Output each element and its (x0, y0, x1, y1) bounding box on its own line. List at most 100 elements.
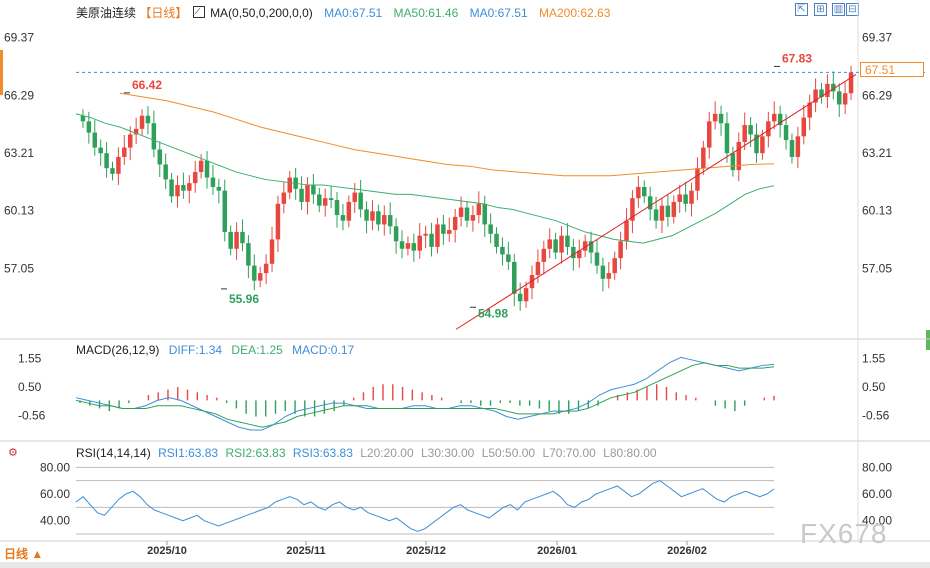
candle-body (665, 205, 671, 217)
candle-body (600, 265, 606, 279)
candle-body (760, 136, 765, 154)
candle-body (777, 113, 783, 126)
candle-body (447, 230, 452, 234)
candle-body (452, 216, 458, 231)
candle-body (482, 203, 487, 225)
pane-resize-handle[interactable] (926, 330, 930, 350)
extreme-price-label: 54.98 (478, 306, 508, 320)
candle-body (724, 123, 730, 154)
macd-name[interactable]: MACD(26,12,9) (76, 343, 160, 357)
candle-body (577, 250, 582, 259)
candle-body (86, 121, 92, 133)
candle-body (299, 188, 304, 202)
candle-body (807, 102, 812, 118)
ma200-value: MA200:62.63 (538, 6, 611, 20)
bottom-toolbar[interactable] (0, 562, 930, 568)
expand-icon[interactable]: ⇱ (795, 3, 808, 16)
candle-body (311, 185, 316, 195)
extreme-price-label: 55.96 (229, 292, 259, 306)
candle-body (358, 192, 363, 210)
candle-body (730, 153, 736, 171)
macd-header: MACD(26,12,9) DIFF:1.34 DEA:1.25 MACD:0.… (76, 343, 354, 357)
main-chart-header: 美原油连续 【日线】 ⟋ MA(0,50,0,200,0,0) MA0:67.5… (76, 4, 610, 21)
candle-body (659, 205, 665, 221)
candle-body (553, 239, 558, 253)
rsi-tick-right: 60.00 (862, 487, 892, 501)
y-tick-label-left: 60.13 (4, 204, 34, 218)
candle-body (122, 147, 127, 157)
candle-body (506, 254, 511, 262)
candle-body (411, 243, 417, 251)
candle-body (588, 241, 594, 253)
rsi1-value: RSI1:63.83 (158, 446, 219, 460)
candle-body (547, 239, 552, 249)
candle-body (801, 117, 807, 137)
candle-body (157, 149, 163, 165)
candle-body (317, 194, 322, 206)
candle-body (476, 203, 482, 216)
ma0-value-a: MA0:67.51 (324, 6, 383, 20)
x-tick-label: 2025/12 (406, 545, 446, 557)
candle-body (606, 273, 612, 279)
candle-body (647, 196, 653, 210)
price-range-marker (0, 50, 3, 95)
candle-body (541, 248, 547, 262)
fit-icon[interactable]: ⊞ (814, 3, 827, 16)
candle-body (116, 156, 121, 174)
rsi2-value: RSI2:63.83 (225, 446, 286, 460)
ma200-line (119, 92, 775, 177)
candle-body (612, 258, 617, 274)
candle-body (677, 194, 682, 202)
candle-body (742, 125, 747, 142)
candle-body (429, 233, 434, 247)
candle-body (98, 147, 103, 154)
candle-body (405, 243, 411, 249)
candle-body (517, 293, 523, 302)
period-switch-button[interactable]: 日线 ▲ (4, 547, 44, 561)
candle-body (842, 93, 848, 105)
rsi-tick-left: 40.00 (40, 514, 70, 528)
candle-body (441, 224, 446, 234)
candle-body (529, 275, 535, 289)
y-tick-label-right: 60.13 (862, 204, 892, 218)
candle-body (748, 125, 753, 135)
indicator-settings-icon[interactable]: ⟋ (192, 6, 205, 18)
macd-tick-right: -0.56 (862, 408, 890, 422)
rsi-l70: L70:70.00 (542, 446, 596, 460)
candle-body (257, 273, 263, 281)
candle-body (181, 185, 186, 191)
candle-body (636, 186, 641, 199)
rsi-tick-right: 80.00 (862, 460, 892, 474)
candle-body (494, 233, 499, 247)
macd-tick-right: 0.50 (862, 380, 886, 394)
candle-body (771, 113, 777, 122)
rsi-l50: L50:50.00 (481, 446, 536, 460)
settings-gear-icon[interactable]: ⚙ (8, 447, 18, 459)
candle-body (104, 153, 109, 169)
rsi3-value: RSI3:63.83 (292, 446, 353, 460)
y-tick-label-left: 69.37 (4, 31, 34, 45)
candle-body (364, 209, 369, 221)
bar-chart-icon[interactable]: ▥ (832, 3, 845, 16)
candle-body (813, 89, 818, 103)
candle-body (789, 140, 795, 157)
candle-body (275, 203, 281, 240)
candle-body (783, 125, 789, 141)
watermark-logo: FX678 (800, 518, 888, 549)
rsi-l80: L80:80.00 (603, 446, 657, 460)
candle-body (204, 160, 210, 178)
candle-body (458, 207, 464, 217)
period-label[interactable]: 【日线】 (139, 6, 188, 20)
y-tick-label-left: 57.05 (4, 261, 34, 275)
y-tick-label-right: 63.21 (862, 146, 892, 160)
ma-indicator-name[interactable]: MA(0,50,0,200,0,0) (210, 6, 313, 20)
rsi-name[interactable]: RSI(14,14,14) (76, 446, 151, 460)
y-tick-label-right: 57.05 (862, 261, 892, 275)
candle-body (210, 177, 216, 187)
candle-body (630, 198, 635, 221)
candle-body (163, 164, 168, 180)
x-tick-label: 2026/01 (537, 545, 577, 557)
candle-body (435, 224, 440, 247)
